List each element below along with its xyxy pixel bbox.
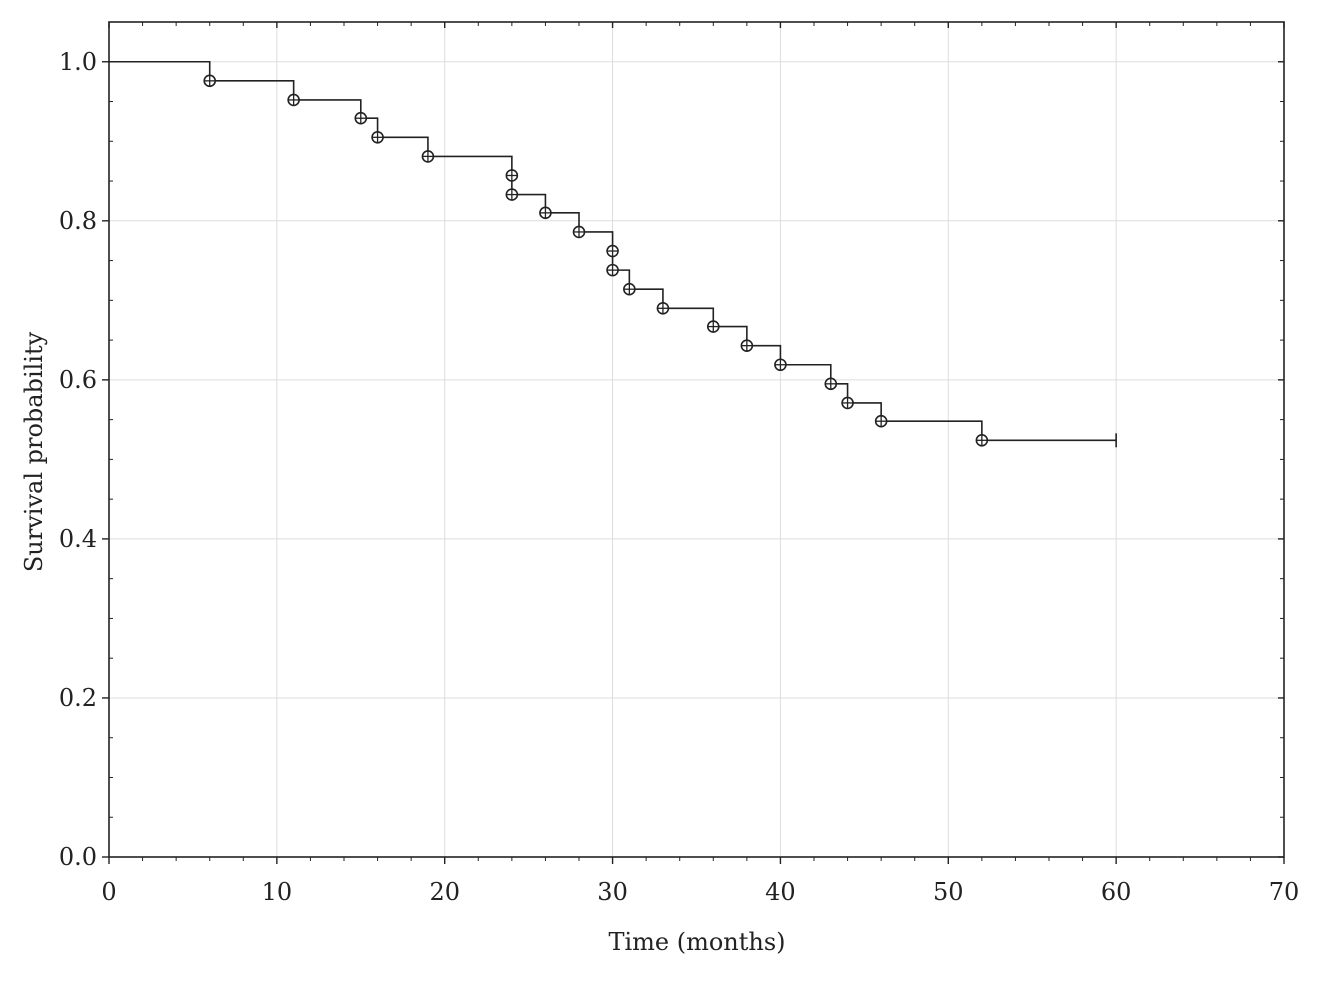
event-marker [774, 358, 787, 372]
axis-layer [102, 21, 1285, 864]
x-tick-label: 10 [262, 878, 293, 906]
event-marker [841, 396, 854, 410]
event-marker [824, 377, 838, 391]
event-marker [539, 206, 552, 220]
marker-layer [203, 74, 1117, 448]
event-marker [606, 263, 619, 277]
event-marker [505, 188, 519, 201]
y-tick-label: 0.8 [59, 207, 97, 235]
x-tick-label: 30 [597, 878, 628, 906]
event-marker [706, 320, 720, 333]
x-axis-title: Time (months) [608, 928, 785, 956]
x-tick-label: 20 [429, 878, 460, 906]
event-marker [623, 282, 636, 296]
y-axis-title: Survival probability [20, 331, 48, 572]
event-marker [354, 111, 368, 125]
event-marker [740, 339, 754, 352]
event-marker [874, 414, 888, 428]
event-marker [287, 93, 300, 107]
plot-frame [108, 21, 1285, 858]
y-tick-label: 0.0 [59, 843, 97, 871]
event-marker [656, 301, 670, 315]
event-marker [421, 150, 435, 163]
x-tick-label: 40 [765, 878, 796, 906]
y-tick-label: 0.6 [59, 366, 97, 394]
x-tick-label: 0 [101, 878, 116, 906]
event-marker [975, 433, 989, 447]
event-marker [572, 225, 586, 239]
y-tick-label: 0.2 [59, 684, 97, 712]
event-marker [371, 131, 384, 144]
event-marker [505, 169, 519, 182]
label-layer: Time (months) Survival probability 0 10 20… [20, 48, 1299, 956]
x-tick-label: 70 [1269, 878, 1300, 906]
y-tick-label: 0.4 [59, 525, 97, 553]
x-tick-label: 60 [1101, 878, 1132, 906]
y-tick-label: 1.0 [59, 48, 97, 76]
x-tick-label: 50 [933, 878, 964, 906]
event-marker [203, 74, 217, 88]
event-marker [606, 244, 619, 258]
